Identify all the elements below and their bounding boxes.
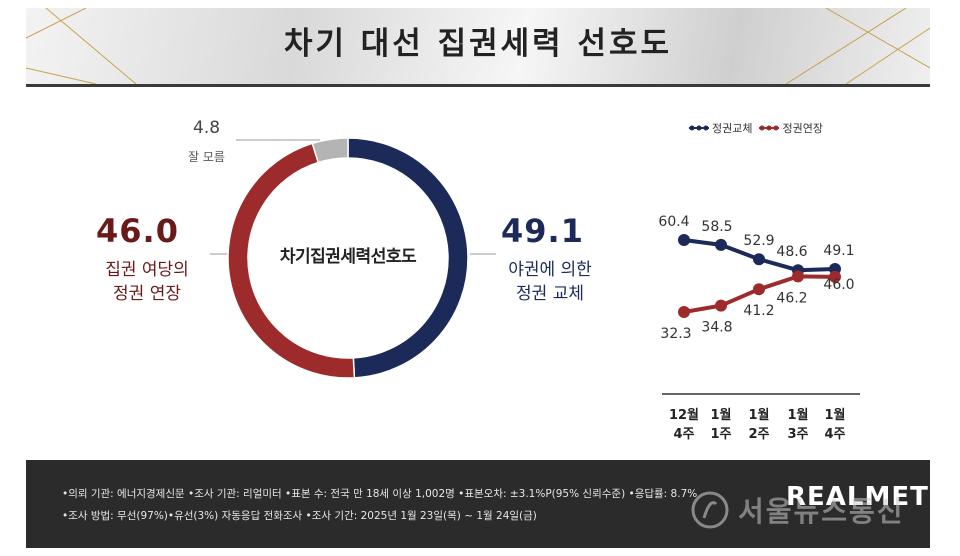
label-change-line2: 정권 교체 (516, 284, 584, 304)
donut-chart (210, 137, 496, 379)
week-label-month: 1월 (787, 408, 809, 423)
data-label-extension: 46.0 (823, 277, 854, 293)
week-label-month: 12월 (668, 408, 700, 423)
data-point-change (753, 253, 765, 266)
chart-title: 차기 대선 집권세력 선호도 (283, 26, 673, 62)
data-point-extension (678, 306, 690, 318)
week-label-week: 2주 (748, 427, 770, 442)
week-label: 12월 4주 (664, 406, 704, 444)
legend-marker-extension (759, 125, 780, 131)
week-label: 1월 4주 (815, 406, 855, 444)
line-legend: 정권교체 정권연장 (688, 120, 823, 136)
week-label-month: 1월 (748, 408, 770, 423)
label-unknown: 잘 모름 (188, 150, 225, 164)
data-label-extension: 32.3 (660, 326, 691, 342)
week-label: 1월 1주 (701, 406, 741, 444)
line-chart: 60.4 58.5 52.948.6 49.1 32.3 34.8 41.246.2 46.0 (658, 214, 860, 395)
news-watermark: 서울뉴스통신 (690, 490, 905, 530)
data-point-extension (715, 299, 727, 312)
realmeter-logo: REALMETER (786, 482, 960, 512)
data-label-extension: 34.8 (701, 320, 732, 336)
week-label-week: 1주 (710, 427, 732, 442)
data-label-extension: 46.2 (776, 290, 807, 306)
legend-label-change: 정권교체 (712, 122, 753, 135)
data-point-extension (829, 270, 841, 283)
legend-item-extension: 정권연장 (758, 120, 823, 136)
data-label-extension: 41.2 (743, 303, 774, 319)
survey-note-line1: •의뢰 기관: 에너지경제신문 •조사 기관: 리얼미터 •표본 수: 전국 만… (62, 488, 698, 500)
value-extension: 46.0 (96, 212, 179, 250)
data-label-change: 60.4 (658, 214, 689, 230)
week-label-month: 1월 (824, 408, 846, 423)
label-extension-line2: 정권 연장 (113, 284, 181, 304)
data-point-extension (792, 270, 804, 283)
legend-item-change: 정권교체 (688, 120, 752, 136)
data-label-change: 48.6 (776, 244, 807, 260)
week-label-month: 1월 (710, 408, 732, 423)
data-label-change: 58.5 (701, 219, 732, 235)
donut-center-label: 차기집권세력선호도 (279, 247, 417, 267)
legend-label-extension: 정권연장 (782, 122, 823, 135)
week-label-week: 4주 (673, 427, 695, 442)
label-change: 야권에 의한 정권 교체 (490, 258, 610, 306)
banner-decoration (26, 8, 930, 84)
data-point-change (715, 238, 727, 251)
label-change-line1: 야권에 의한 (508, 260, 592, 280)
week-label-week: 4주 (824, 427, 846, 442)
week-label: 1월 2주 (739, 406, 779, 444)
week-label: 1월 3주 (778, 406, 818, 444)
week-label-week: 3주 (787, 427, 809, 442)
data-point-change (678, 234, 690, 246)
watermark-text: 서울뉴스통신 (738, 495, 905, 528)
header-divider (26, 84, 930, 87)
value-unknown: 4.8 (193, 118, 221, 138)
donut-slice-unknown (311, 137, 349, 164)
data-label-change: 52.9 (743, 233, 774, 249)
label-extension: 집권 여당의 정권 연장 (82, 258, 212, 306)
value-change: 49.1 (501, 212, 584, 250)
survey-note-line2: •조사 방법: 무선(97%)•유선(3%) 자동응답 전화조사 •조사 기간:… (62, 510, 537, 522)
watermark-logo-icon (691, 491, 729, 529)
data-point-extension (753, 283, 765, 296)
label-extension-line1: 집권 여당의 (105, 260, 189, 280)
legend-marker-change (689, 125, 709, 131)
title-banner: 차기 대선 집권세력 선호도 (26, 8, 930, 84)
data-label-change: 49.1 (823, 243, 854, 259)
survey-footer: •의뢰 기관: 에너지경제신문 •조사 기관: 리얼미터 •표본 수: 전국 만… (26, 460, 960, 548)
